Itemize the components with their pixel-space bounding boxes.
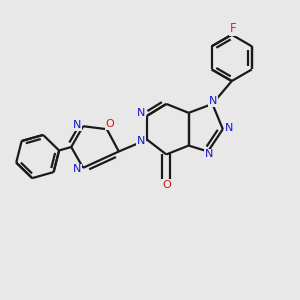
- Text: N: N: [205, 149, 214, 160]
- Text: N: N: [137, 108, 145, 118]
- Text: O: O: [106, 119, 114, 129]
- Text: N: N: [72, 164, 81, 174]
- Text: N: N: [225, 123, 233, 133]
- Text: N: N: [137, 136, 145, 146]
- Text: N: N: [209, 96, 217, 106]
- Text: N: N: [73, 120, 81, 130]
- Text: O: O: [162, 180, 171, 190]
- Text: F: F: [230, 22, 236, 35]
